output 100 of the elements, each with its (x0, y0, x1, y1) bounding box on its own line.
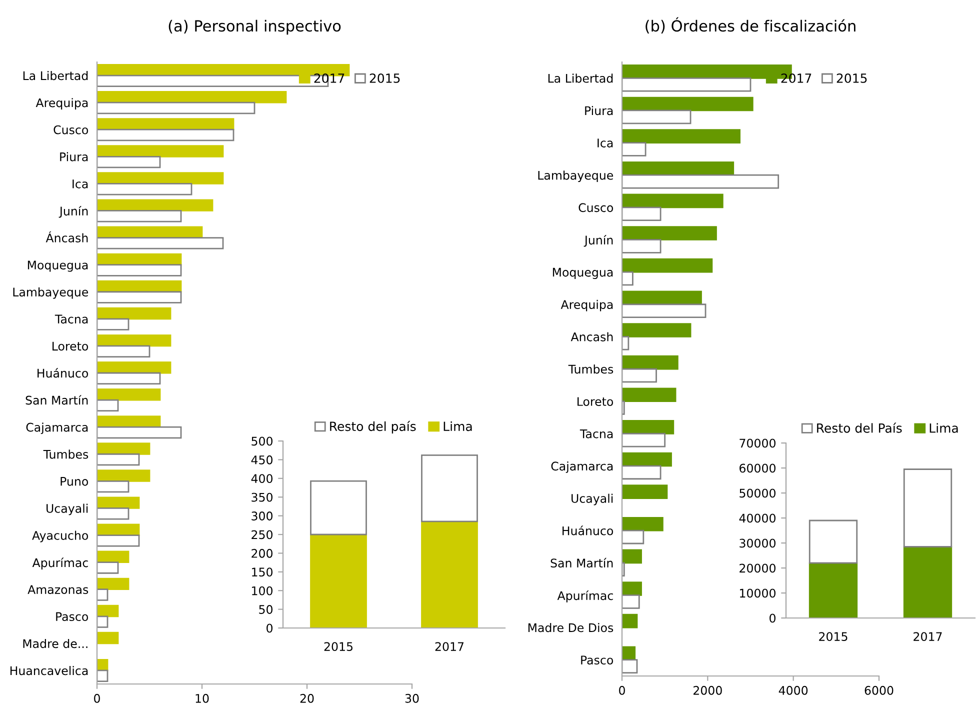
bar (622, 239, 662, 254)
y-tick-label: San Martín (26, 395, 88, 405)
y-tick-label: Cajamarca (551, 461, 613, 473)
y-tick-label: Loreto (52, 342, 88, 351)
bar (622, 174, 780, 189)
y-tick-label: La Libertad (548, 74, 613, 83)
y-tick-label: Tacna (54, 314, 88, 324)
y-tick-label: Ancash (570, 332, 613, 342)
bar (903, 468, 952, 548)
y-tick-label: Loreto (578, 397, 614, 406)
bar (622, 368, 657, 383)
y-tick-label: Ayacucho (32, 530, 88, 542)
bar (622, 452, 672, 467)
bar (97, 480, 130, 493)
y-tick-label: Ica (598, 138, 613, 148)
bar (97, 172, 224, 184)
bar (622, 516, 664, 532)
y-tick-label: Ucayali (572, 494, 613, 506)
bar (310, 480, 367, 536)
bar (622, 271, 634, 286)
bar (622, 659, 638, 674)
y-tick-label: Madre De Dios (528, 623, 614, 632)
y-tick-label: Cusco (54, 125, 88, 134)
y-tick-label: 350 (252, 492, 272, 502)
bar (622, 530, 644, 544)
bar (97, 670, 108, 682)
bar (622, 336, 630, 350)
y-tick-label: 70000 (740, 438, 776, 448)
bar (903, 546, 952, 618)
y-tick-label: Lambayeque (538, 170, 614, 182)
bar (622, 614, 638, 628)
bar (622, 594, 640, 609)
y-tick-label: Tumbes (568, 364, 614, 374)
x-tick-label: 4000 (778, 686, 808, 695)
bar (622, 226, 717, 240)
y-tick-label: Apurímac (32, 558, 88, 570)
legend-label: 2017 (314, 73, 344, 83)
bar (622, 420, 674, 434)
legend-label: Lima (444, 421, 472, 432)
bar (622, 562, 625, 577)
bar (97, 534, 140, 547)
x-tick-label: 2000 (694, 686, 722, 695)
y-tick-label: 30000 (740, 538, 776, 548)
bar (622, 110, 692, 124)
bar (97, 361, 172, 374)
bar (622, 96, 754, 112)
bar (97, 199, 214, 212)
y-tick-label: 250 (252, 530, 272, 540)
bar (622, 258, 713, 273)
y-tick-label: 50000 (740, 488, 776, 498)
y-tick-label: Áncash (46, 231, 88, 242)
x-tick-label: 30 (405, 694, 419, 703)
y-tick-label: Ucayali (46, 504, 88, 516)
y-tick-label: 500 (252, 436, 272, 446)
y-tick-label: Pasco (581, 656, 614, 664)
bar (421, 520, 478, 628)
y-tick-label: 150 (252, 568, 272, 577)
legend-label: 2015 (370, 73, 400, 83)
y-tick-label: 40000 (739, 514, 776, 523)
bar (97, 508, 130, 520)
y-tick-label: 20000 (740, 564, 776, 573)
y-tick-label: Lambayeque (13, 287, 88, 299)
bar (97, 578, 130, 590)
y-tick-label: 0 (266, 624, 272, 633)
y-tick-label: Huánuco (38, 368, 88, 378)
x-tick-label: 0 (94, 694, 100, 703)
bar (622, 290, 702, 306)
bar (97, 291, 182, 304)
y-tick-label: Tacna (580, 430, 613, 438)
y-tick-label: 450 (251, 455, 272, 464)
y-tick-label: Cusco (578, 203, 614, 212)
legend-label: 2017 (781, 73, 812, 83)
bar (622, 194, 724, 208)
y-tick-label: 100 (252, 586, 272, 596)
bar (622, 129, 740, 144)
y-tick-label: 400 (251, 474, 272, 484)
bar (97, 372, 161, 385)
bar (310, 534, 367, 628)
bar (97, 118, 234, 130)
bar (808, 520, 858, 564)
bar (622, 484, 668, 499)
chart-title: (b) Órdenes de fiscalización (646, 17, 856, 34)
y-tick-label: Moquegua (552, 268, 613, 279)
bar (622, 161, 734, 176)
bar (622, 432, 666, 448)
y-tick-label: 60000 (740, 464, 776, 473)
bar (97, 91, 287, 104)
bar (97, 470, 150, 482)
bar (97, 453, 140, 466)
bar (622, 549, 642, 564)
bar (622, 142, 646, 156)
bar (97, 102, 256, 114)
legend-label: Resto del País (817, 422, 902, 433)
chart-title: (a) Personal inspectivo (168, 20, 341, 35)
bar (97, 318, 130, 330)
bar (421, 454, 478, 522)
bar (97, 388, 161, 401)
bar (97, 345, 150, 358)
legend-label: 2015 (836, 73, 867, 83)
bar (622, 355, 678, 370)
